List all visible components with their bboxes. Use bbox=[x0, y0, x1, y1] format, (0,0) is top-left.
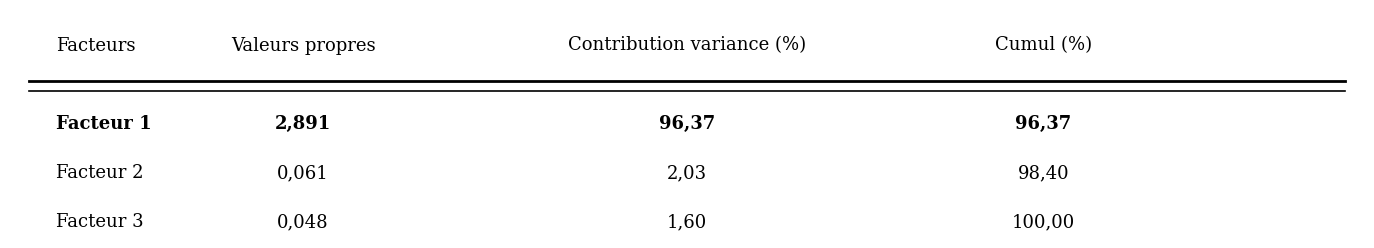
Text: 100,00: 100,00 bbox=[1011, 213, 1074, 231]
Text: 96,37: 96,37 bbox=[1015, 115, 1072, 133]
Text: 96,37: 96,37 bbox=[660, 115, 714, 133]
Text: 0,061: 0,061 bbox=[278, 164, 328, 182]
Text: Facteur 1: Facteur 1 bbox=[56, 115, 153, 133]
Text: 98,40: 98,40 bbox=[1018, 164, 1069, 182]
Text: Cumul (%): Cumul (%) bbox=[995, 36, 1092, 55]
Text: 1,60: 1,60 bbox=[666, 213, 708, 231]
Text: 0,048: 0,048 bbox=[278, 213, 328, 231]
Text: 2,03: 2,03 bbox=[666, 164, 708, 182]
Text: Facteurs: Facteurs bbox=[56, 36, 136, 55]
Text: Valeurs propres: Valeurs propres bbox=[231, 36, 375, 55]
Text: Facteur 3: Facteur 3 bbox=[56, 213, 144, 231]
Text: 2,891: 2,891 bbox=[275, 115, 331, 133]
Text: Facteur 2: Facteur 2 bbox=[56, 164, 144, 182]
Text: Contribution variance (%): Contribution variance (%) bbox=[567, 36, 807, 55]
